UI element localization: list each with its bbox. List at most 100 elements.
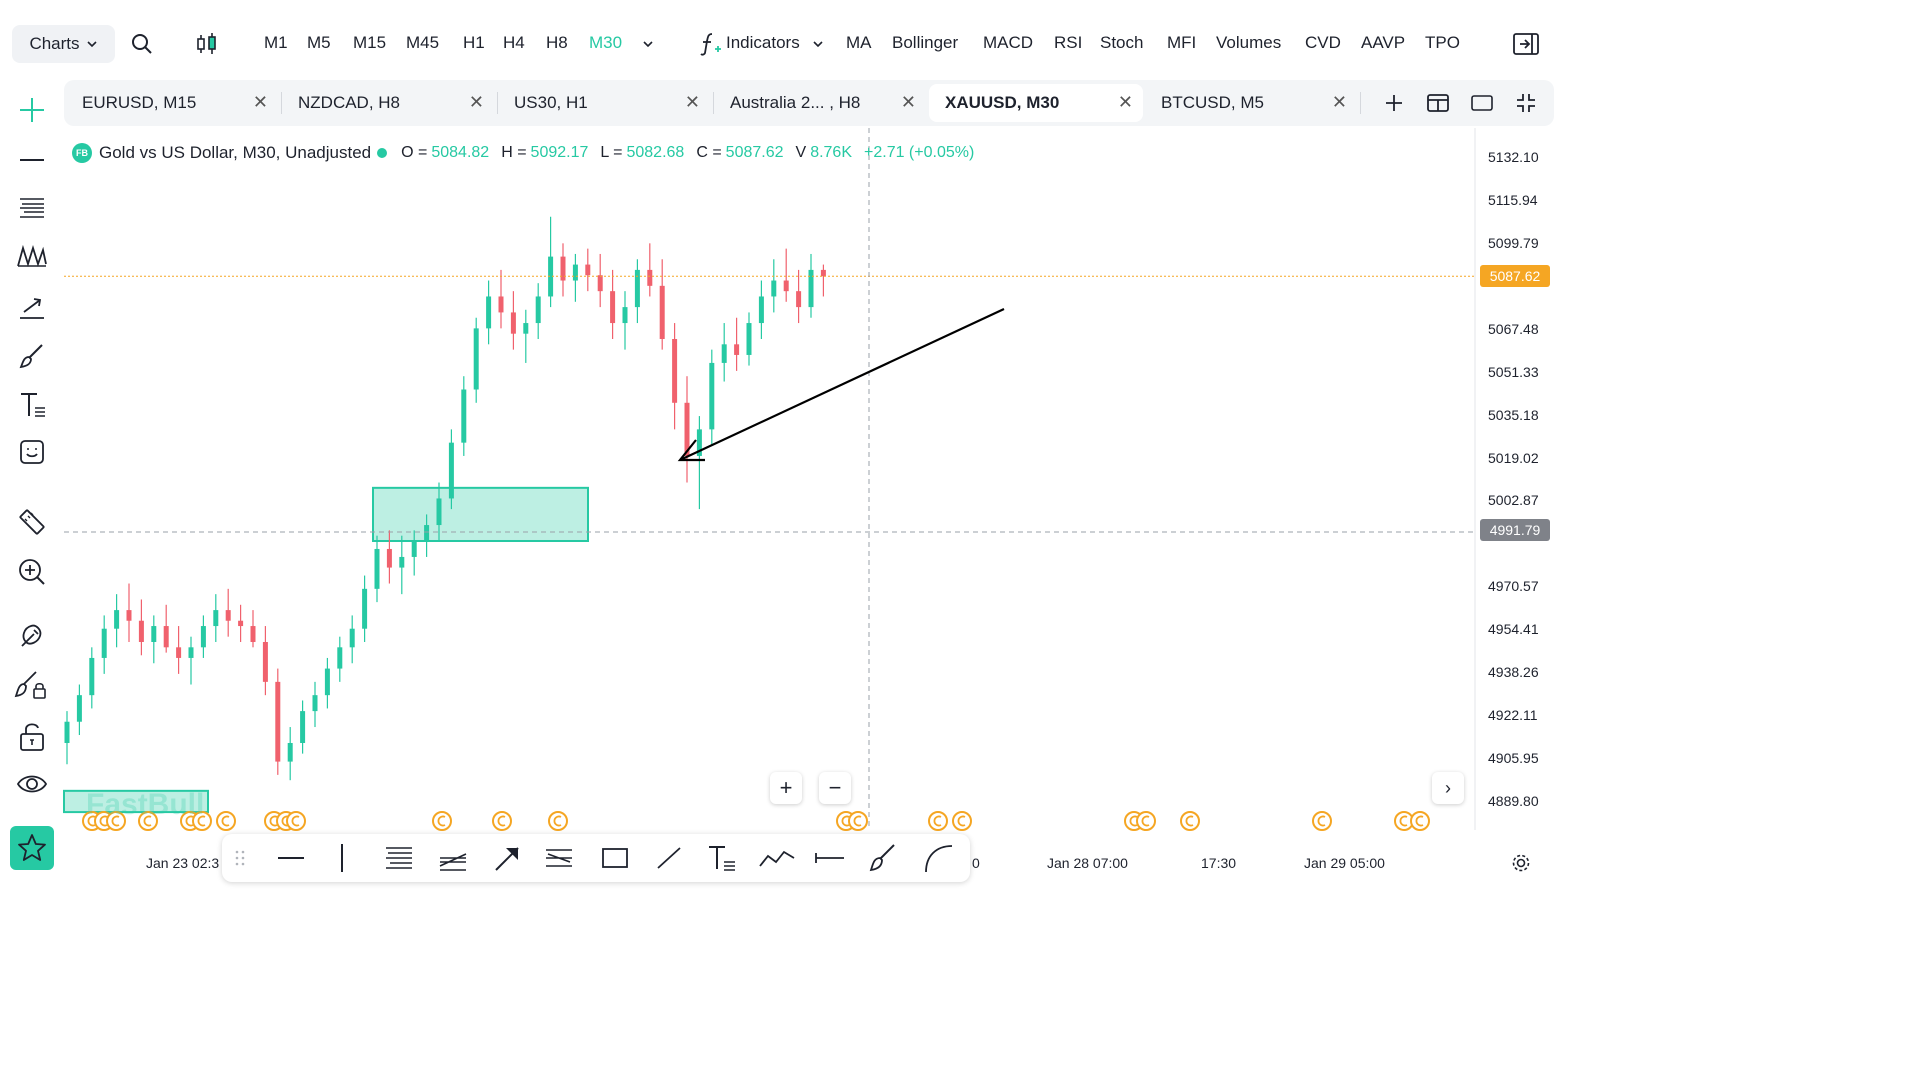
zoom-out-button[interactable]: − <box>819 772 851 804</box>
layout-icon[interactable] <box>1426 93 1450 113</box>
zoom-in-icon[interactable] <box>16 556 48 588</box>
text-note-tool-icon[interactable] <box>706 842 738 874</box>
indicator-mfi[interactable]: MFI <box>1167 33 1197 52</box>
indicator-macd[interactable]: MACD <box>983 33 1034 52</box>
settings-gear-icon[interactable] <box>1510 852 1532 874</box>
candle <box>262 626 268 696</box>
text-tool-icon[interactable] <box>18 390 48 420</box>
magnet-icon[interactable] <box>16 620 48 652</box>
collapse-icon[interactable] <box>1515 92 1537 114</box>
charts-menu-button[interactable]: Charts <box>12 25 115 63</box>
search-icon[interactable] <box>130 32 154 56</box>
crosshair-plus-icon[interactable] <box>18 96 46 124</box>
favorites-button[interactable] <box>10 826 54 870</box>
arrow-tool-icon[interactable] <box>492 844 522 872</box>
vline-tool-icon[interactable] <box>332 842 352 874</box>
brush-icon[interactable] <box>18 342 46 370</box>
close-icon[interactable]: ✕ <box>468 92 484 112</box>
candle <box>176 626 182 674</box>
unlock-icon[interactable] <box>17 720 47 752</box>
close-icon[interactable]: ✕ <box>684 92 700 112</box>
close-icon[interactable]: ✕ <box>1331 92 1347 112</box>
pencil-brush-tool-icon[interactable] <box>868 842 898 874</box>
indicator-bollinger[interactable]: Bollinger <box>892 33 959 52</box>
close-icon[interactable]: ✕ <box>900 92 916 112</box>
indicators-chevron-icon[interactable] <box>812 38 824 50</box>
scroll-right-button[interactable]: › <box>1432 772 1464 804</box>
window-icon[interactable] <box>1470 93 1494 113</box>
emoji-sticker-icon[interactable] <box>18 438 46 466</box>
rectangle-tool-icon[interactable] <box>600 844 630 872</box>
tab-btcusd-m5[interactable]: BTCUSD, M5 ✕ <box>1145 84 1357 122</box>
hline-tool-icon[interactable] <box>276 844 306 872</box>
timeframe-m15[interactable]: M15 <box>353 33 387 52</box>
timeframe-h4[interactable]: H4 <box>503 33 525 52</box>
candle-type-icon[interactable] <box>194 31 220 57</box>
timeframe-m1[interactable]: M1 <box>264 33 288 52</box>
brush-lock-icon[interactable] <box>14 668 48 702</box>
price-axis-label: 5115.94 <box>1488 191 1538 208</box>
price-chart[interactable] <box>0 0 1568 882</box>
tab-label: XAUUSD, M30 <box>945 93 1060 112</box>
timeframe-m5[interactable]: M5 <box>307 33 331 52</box>
candle <box>349 615 355 664</box>
parallel-tool-icon[interactable] <box>544 844 574 872</box>
price-axis-label: 4905.95 <box>1488 750 1539 767</box>
indicator-tpo[interactable]: TPO <box>1425 33 1460 52</box>
candle <box>448 429 454 510</box>
channel-tool-icon[interactable] <box>438 844 468 872</box>
candle-body <box>399 556 405 568</box>
timeframe-h1[interactable]: H1 <box>463 33 485 52</box>
tab-xauusd-m30[interactable]: XAUUSD, M30 ✕ <box>929 84 1143 122</box>
eye-icon[interactable] <box>16 770 48 798</box>
candle <box>820 264 826 297</box>
fib-lines-icon[interactable] <box>18 194 46 222</box>
arc-tool-icon[interactable] <box>922 842 956 874</box>
tab-australia-h8[interactable]: Australia 2... , H8 ✕ <box>714 84 926 122</box>
drag-handle-icon[interactable] <box>234 848 246 868</box>
candle-body <box>709 362 715 430</box>
close-icon[interactable]: ✕ <box>252 92 268 112</box>
price-axis-label: 4889.80 <box>1488 793 1539 809</box>
ruler-icon[interactable] <box>16 506 48 538</box>
pattern-icon[interactable] <box>16 242 48 270</box>
tab-eurusd-m15[interactable]: EURUSD, M15 ✕ <box>66 84 278 122</box>
indicator-aavp[interactable]: AAVP <box>1361 33 1406 52</box>
ray-tool-icon[interactable] <box>814 844 846 872</box>
indicator-rsi[interactable]: RSI <box>1054 33 1083 52</box>
candle-body <box>163 626 169 648</box>
horizontal-line-icon[interactable] <box>18 146 46 174</box>
volume-value: 8.76K <box>810 144 852 161</box>
path-tool-icon[interactable] <box>758 844 796 872</box>
close-icon[interactable]: ✕ <box>1117 92 1133 112</box>
zoom-in-button[interactable]: + <box>770 772 802 804</box>
economic-event-marker <box>138 811 158 831</box>
add-tab-icon[interactable] <box>1384 93 1404 113</box>
symbol-title[interactable]: Gold vs US Dollar, M30, Unadjusted <box>99 143 372 162</box>
tab-nzdcad-h8[interactable]: NZDCAD, H8 ✕ <box>282 84 494 122</box>
indicator-stoch[interactable]: Stoch <box>1100 33 1144 52</box>
timeframe-m45[interactable]: M45 <box>406 33 440 52</box>
trend-arrow-icon[interactable] <box>18 292 46 320</box>
tab-us30-h1[interactable]: US30, H1 ✕ <box>498 84 710 122</box>
indicators-button[interactable]: Indicators <box>726 33 800 52</box>
candle <box>188 636 194 685</box>
price-axis-label: 4954.41 <box>1488 621 1539 638</box>
fib-tool-icon[interactable] <box>384 844 414 872</box>
candle <box>634 259 640 324</box>
candle <box>138 599 144 656</box>
tab-divider <box>1360 92 1361 114</box>
candle <box>399 535 405 595</box>
timeframe-m30[interactable]: M30 <box>589 33 623 52</box>
panel-toggle-icon[interactable] <box>1512 31 1540 57</box>
timeframe-chevron-icon[interactable] <box>642 38 654 50</box>
indicator-ma[interactable]: MA <box>846 33 872 52</box>
indicator-cvd[interactable]: CVD <box>1305 33 1341 52</box>
candle-body <box>796 291 802 308</box>
drawing-tools-sidebar <box>0 88 64 882</box>
trendline-tool-icon[interactable] <box>654 844 684 872</box>
candle-body <box>461 389 467 443</box>
indicator-volumes[interactable]: Volumes <box>1216 33 1282 52</box>
candle <box>510 291 516 350</box>
timeframe-h8[interactable]: H8 <box>546 33 568 52</box>
